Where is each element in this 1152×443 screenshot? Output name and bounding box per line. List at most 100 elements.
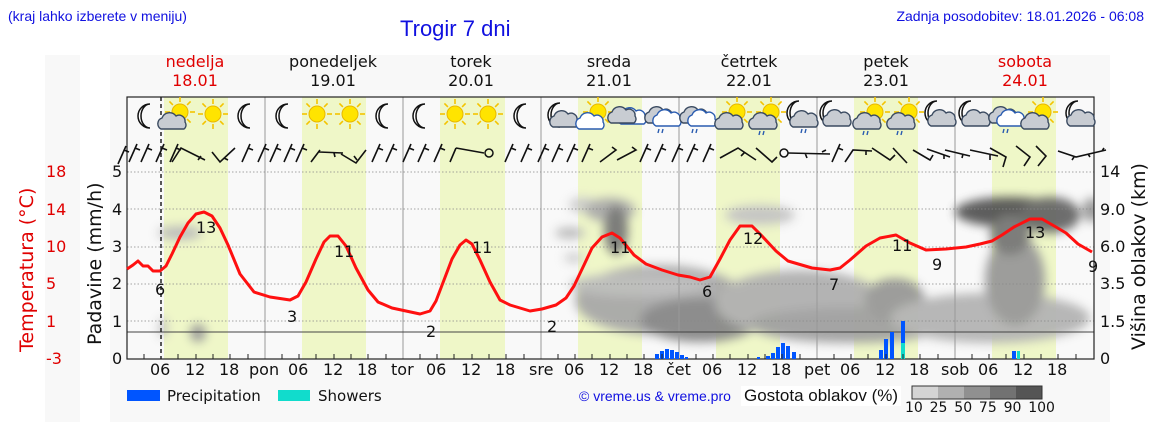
cloud-height-tick: 6.0	[1100, 237, 1126, 256]
temp-label: 11	[892, 236, 913, 255]
x-tick: 18	[357, 360, 378, 379]
day-header-mon: ponedeljek 19.01	[273, 52, 393, 90]
x-tick: 06	[150, 360, 171, 379]
calm-wind-icon	[484, 148, 494, 158]
temp-label: 11	[472, 238, 493, 257]
x-tick: 18	[219, 360, 240, 379]
wind-barb-icon	[787, 149, 831, 159]
x-tick: čet	[666, 360, 691, 379]
temp-label: 2	[426, 322, 437, 341]
wind-barb-icon	[989, 147, 1007, 168]
copyright-link[interactable]: © vreme.us & vreme.pro	[579, 388, 731, 404]
day-date: 22.01	[726, 71, 772, 90]
day-name: četrtek	[720, 52, 778, 71]
temp-label: 6	[155, 280, 166, 299]
x-tick: tor	[391, 360, 414, 379]
legend-precipitation-label: Precipitation	[167, 387, 261, 405]
temp-label: 9	[1088, 257, 1099, 276]
cloud-height-tick: 0	[1100, 349, 1111, 368]
wind-barb-icon	[1035, 145, 1048, 167]
day-header-fri: petek 23.01	[826, 52, 946, 90]
wind-barb-icon	[310, 149, 344, 163]
day-name: nedelja	[165, 52, 225, 71]
wind-barb-icon	[944, 149, 971, 159]
cloud-density-layer	[158, 197, 1094, 343]
x-tick: sob	[941, 360, 970, 379]
wind-barb-icon	[340, 149, 367, 165]
temp-label: 11	[334, 242, 355, 261]
x-tick: 18	[771, 360, 792, 379]
page-title: Trogir 7 dni	[400, 16, 511, 41]
cloud-height-tick: 14	[1100, 162, 1121, 181]
density-tick: 10	[905, 400, 923, 416]
cloud-height-tick: 1.5	[1100, 312, 1126, 331]
sun-icon	[472, 98, 504, 130]
last-update-text: Zadnja posodobitev: 18.01.2026 - 06:08	[896, 8, 1144, 24]
day-name: sobota	[997, 52, 1053, 71]
day-header-wed: sreda 21.01	[549, 52, 669, 90]
day-header-sun: nedelja 18.01	[135, 52, 255, 90]
x-tick: 06	[426, 360, 447, 379]
day-date: 19.01	[310, 71, 356, 90]
density-tick: 75	[978, 400, 997, 416]
x-tick: 06	[978, 360, 999, 379]
day-date: 20.01	[448, 71, 494, 90]
wind-barb-icon	[1057, 147, 1107, 161]
temp-label: 9	[932, 255, 943, 274]
gridlines	[127, 171, 1094, 322]
sun-icon	[197, 98, 229, 130]
x-tick: 12	[185, 360, 206, 379]
temp-tick: 10	[46, 237, 67, 256]
precipitation-axis-label: Padavine (mm/h)	[84, 182, 106, 345]
wind-barb-icon	[892, 147, 908, 164]
temperature-axis-panel	[45, 55, 80, 422]
temp-label: 7	[829, 275, 840, 294]
temp-label: 13	[1025, 223, 1046, 242]
x-ticks	[143, 354, 1077, 359]
day-date: 21.01	[586, 71, 632, 90]
wind-barb-icon	[912, 149, 934, 162]
temp-tick: 14	[46, 200, 67, 219]
day-header-thu: četrtek 22.01	[689, 52, 809, 90]
wind-barb-icon	[926, 148, 951, 159]
temperature-line	[126, 210, 1093, 316]
density-tick: 100	[1028, 400, 1055, 416]
x-tick: 12	[323, 360, 344, 379]
density-tick: 25	[929, 400, 948, 416]
wind-barb-icon	[616, 146, 638, 161]
temp-tick: -3	[46, 349, 62, 368]
x-tick: 12	[599, 360, 620, 379]
x-tick: 18	[495, 360, 516, 379]
precip-tick: 2	[112, 274, 123, 293]
wind-barb-icon	[449, 147, 485, 163]
wind-barb-icon	[969, 149, 999, 160]
temp-label: 6	[702, 282, 713, 301]
day-date: 18.01	[172, 71, 218, 90]
temperature-axis-label: Temperatura (°C)	[16, 187, 38, 352]
density-tick: 90	[1003, 400, 1022, 416]
x-tick: 06	[840, 360, 861, 379]
cloud-height-tick: 3.5	[1100, 274, 1126, 293]
cloud-height-tick: 9.0	[1100, 200, 1126, 219]
x-tick: 12	[1013, 360, 1034, 379]
precip-tick: 1	[112, 312, 123, 331]
x-tick: 06	[288, 360, 309, 379]
x-tick: 06	[702, 360, 723, 379]
day-date: 23.01	[863, 71, 909, 90]
day-name: petek	[863, 52, 909, 71]
wind-barb-icon	[844, 149, 873, 163]
x-tick: 18	[1047, 360, 1068, 379]
precipitation-swatch	[127, 390, 160, 401]
x-tick: 12	[737, 360, 758, 379]
wind-barb-icon	[1015, 145, 1032, 167]
temp-label: 13	[196, 218, 217, 237]
sun-icon	[334, 98, 366, 130]
wind-barb-icon	[719, 147, 757, 161]
precipitation-bars	[655, 321, 1020, 359]
day-name: sreda	[586, 52, 632, 71]
legend-showers-label: Showers	[318, 387, 382, 405]
wind-barb-icon	[755, 147, 778, 164]
day-separators	[264, 97, 956, 359]
location-hint-link[interactable]: (kraj lahko izberete v meniju)	[8, 8, 187, 24]
